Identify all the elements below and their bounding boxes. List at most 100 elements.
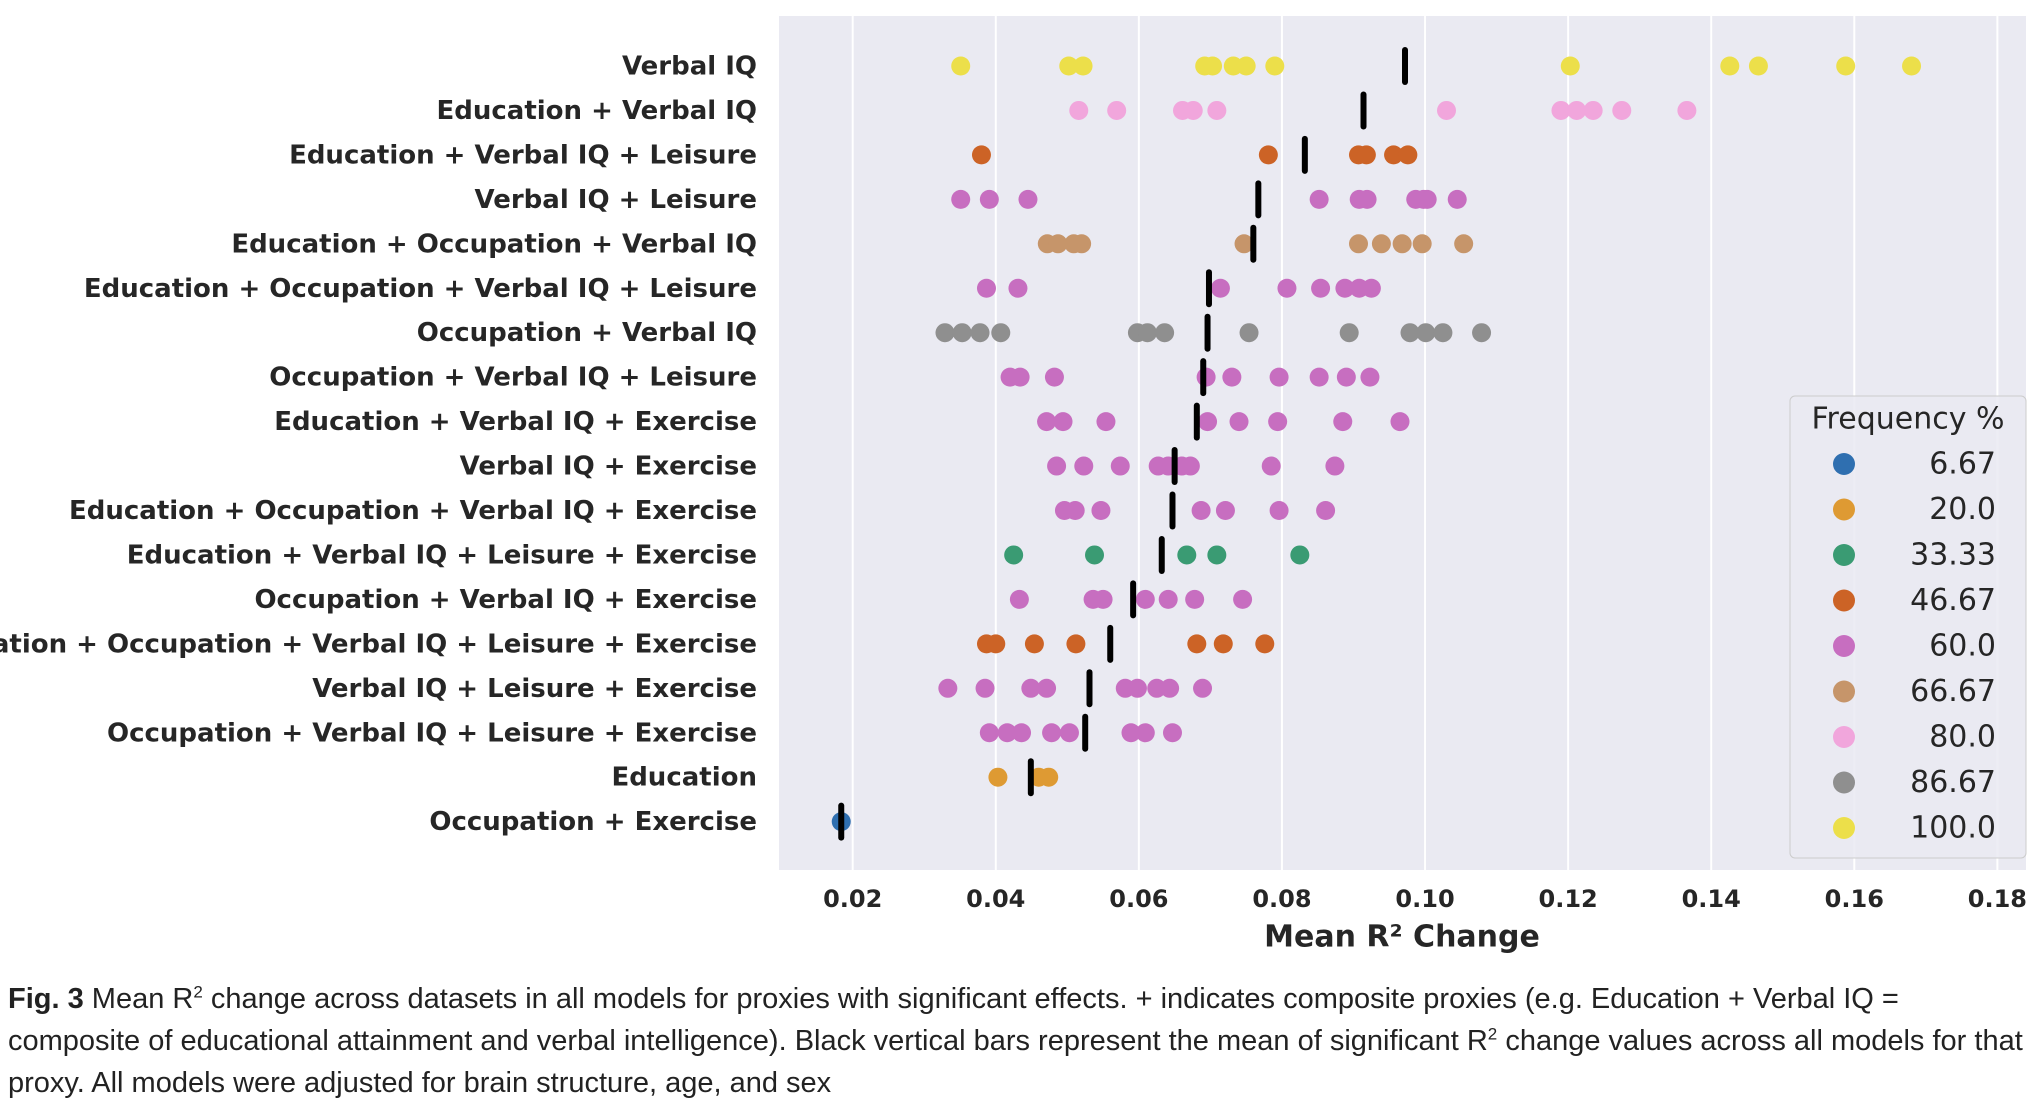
- point: [979, 189, 999, 209]
- legend: Frequency % 6.67 20.0 33.33 46.67 60.0 66.67 8…: [1789, 395, 2027, 859]
- point: [1012, 723, 1032, 743]
- point: [1191, 501, 1211, 520]
- point: [1222, 367, 1242, 387]
- x-tick-label: 0.18: [1968, 885, 2027, 913]
- point: [1059, 723, 1079, 743]
- point: [971, 145, 991, 165]
- point: [1325, 456, 1345, 476]
- point: [1339, 323, 1359, 343]
- legend-label: 33.33: [1910, 538, 1996, 573]
- chart: Mean R² Change Frequency % 6.67 20.0 33.33…: [0, 16, 2027, 955]
- x-tick-label: 0.12: [1539, 885, 1598, 913]
- point: [1018, 189, 1038, 209]
- x-tick-label: 0.02: [823, 885, 882, 913]
- point: [1360, 367, 1380, 387]
- point: [1268, 412, 1288, 432]
- point: [1198, 412, 1218, 432]
- point: [1093, 589, 1113, 609]
- point: [1047, 456, 1067, 476]
- y-tick-label: Education + Verbal IQ: [437, 96, 758, 126]
- caption-label: Fig. 3: [8, 983, 84, 1015]
- point: [1207, 100, 1227, 120]
- point: [1356, 145, 1376, 165]
- point: [979, 723, 999, 743]
- point: [1177, 545, 1197, 565]
- y-tick-label: Occupation + Verbal IQ + Leisure + Exerc…: [107, 718, 757, 748]
- point: [1472, 323, 1492, 343]
- point: [1454, 234, 1474, 254]
- x-tick-label: 0.06: [1109, 885, 1168, 913]
- legend-label: 100.0: [1910, 811, 1996, 846]
- point: [1290, 545, 1310, 565]
- y-tick-label: Education + Verbal IQ + Leisure + Exerci…: [127, 540, 757, 570]
- point: [1398, 145, 1418, 165]
- legend-marker: [1833, 726, 1855, 748]
- point: [1400, 323, 1420, 343]
- point: [1048, 234, 1068, 254]
- point: [1066, 634, 1086, 654]
- point: [1193, 678, 1213, 698]
- caption-sup: 2: [1487, 1024, 1498, 1044]
- point: [1309, 189, 1329, 209]
- point: [997, 723, 1017, 743]
- point: [1155, 323, 1175, 343]
- point: [1185, 589, 1205, 609]
- x-tick-label: 0.08: [1252, 885, 1311, 913]
- point: [1447, 189, 1467, 209]
- point: [1037, 678, 1057, 698]
- y-tick-label: Verbal IQ: [622, 52, 757, 82]
- legend-marker: [1833, 498, 1855, 521]
- point: [1433, 323, 1453, 343]
- point: [1255, 634, 1275, 654]
- point: [951, 189, 971, 209]
- point: [1183, 100, 1203, 120]
- point: [1072, 234, 1092, 254]
- point: [1024, 634, 1044, 654]
- point: [1258, 145, 1278, 165]
- point: [1010, 367, 1030, 387]
- legend-marker: [1833, 635, 1855, 657]
- point: [1720, 56, 1740, 76]
- legend-label: 86.67: [1910, 765, 1996, 800]
- legend-title: Frequency %: [1811, 402, 2004, 437]
- legend-label: 20.0: [1929, 492, 1996, 527]
- point: [1008, 278, 1028, 298]
- legend-label: 60.0: [1929, 629, 1996, 664]
- y-tick-label: Education: [611, 763, 757, 793]
- point: [938, 678, 958, 698]
- point: [1187, 634, 1207, 654]
- x-axis-label: Mean R² Change: [1264, 920, 1540, 955]
- y-tick-label: Education + Occupation + Verbal IQ + Lei…: [0, 629, 757, 659]
- x-tick-label: 0.10: [1395, 885, 1454, 913]
- point: [1357, 189, 1377, 209]
- point: [1361, 278, 1381, 298]
- point: [935, 323, 955, 343]
- point: [1567, 100, 1587, 120]
- point: [1836, 56, 1856, 76]
- point: [1004, 545, 1024, 565]
- point: [1336, 367, 1356, 387]
- point: [1135, 723, 1155, 743]
- point: [1234, 234, 1254, 254]
- point: [1239, 323, 1259, 343]
- point: [1416, 323, 1436, 343]
- point: [1135, 589, 1155, 609]
- point: [1039, 767, 1059, 787]
- point: [1162, 723, 1182, 743]
- point: [975, 678, 995, 698]
- point: [952, 323, 972, 343]
- point: [1074, 456, 1094, 476]
- point: [1091, 501, 1111, 520]
- point: [1311, 278, 1331, 298]
- x-tick-label: 0.16: [1825, 885, 1884, 913]
- point: [1551, 100, 1571, 120]
- point: [1137, 323, 1157, 343]
- x-tick-label: 0.04: [966, 885, 1025, 913]
- legend-marker: [1833, 453, 1855, 475]
- point: [1417, 189, 1437, 209]
- point: [1236, 56, 1256, 76]
- point: [976, 278, 996, 298]
- point: [1583, 100, 1603, 120]
- point: [1160, 678, 1180, 698]
